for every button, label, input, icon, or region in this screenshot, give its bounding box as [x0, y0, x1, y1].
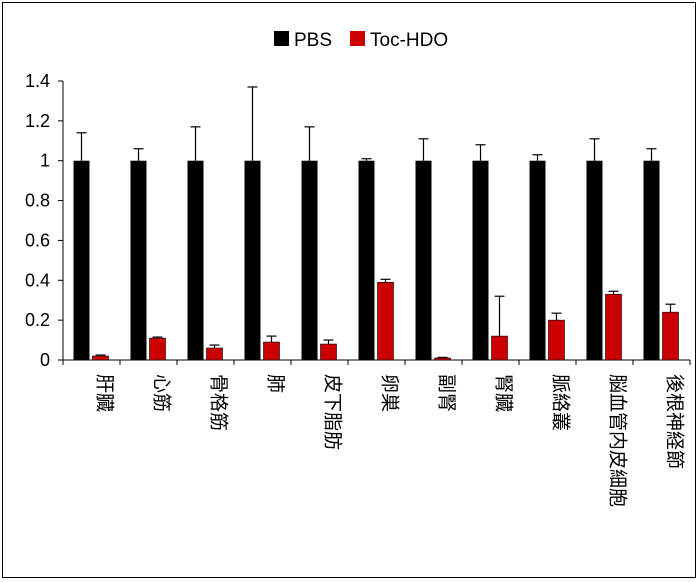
bar-toc-hdo	[377, 281, 394, 361]
y-tick-label: 1.2	[25, 111, 50, 131]
bar-pbs	[301, 160, 318, 360]
legend-label-pbs: PBS	[294, 30, 332, 51]
bar-pbs	[358, 160, 375, 360]
category-label: 卵巣	[379, 374, 401, 412]
bar-pbs	[415, 160, 432, 360]
bar-pbs	[187, 160, 204, 360]
bar-toc-hdo	[92, 355, 109, 361]
y-tick-label: 1.4	[25, 71, 50, 91]
bar-pbs	[643, 160, 660, 360]
category-label: 骨格筋	[208, 374, 230, 431]
category-label: 副腎	[436, 374, 458, 412]
category-label: 肝臓	[94, 374, 116, 412]
y-tick-label: 0.6	[25, 230, 50, 250]
bar-pbs	[244, 160, 261, 360]
category-label: 皮下脂肪	[322, 374, 344, 450]
bar-toc-hdo	[434, 357, 451, 361]
y-tick-label: 0	[40, 350, 50, 370]
legend: PBS Toc-HDO	[274, 30, 448, 51]
category-label: 脈絡叢	[550, 374, 572, 431]
bar-toc-hdo	[149, 337, 166, 361]
category-labels: 肝臓 心筋 骨格筋 肺 皮下脂肪 卵巣 副腎 腎臓 脈絡叢 脳血管内皮細胞 後根神経節	[94, 374, 686, 507]
y-tick-label: 1	[40, 151, 50, 171]
category-label: 脳血管内皮細胞	[607, 374, 629, 507]
bar-toc-hdo	[320, 343, 337, 361]
bar-toc-hdo	[491, 335, 508, 361]
bar-pbs	[130, 160, 147, 360]
bar-toc-hdo	[206, 347, 223, 361]
y-axis: 0 0.2 0.4 0.6 0.8 1 1.2 1.4	[25, 71, 64, 370]
category-label: 後根神経節	[664, 374, 686, 469]
bar-pbs	[529, 160, 546, 360]
category-label: 腎臓	[493, 374, 515, 412]
legend-label-toc-hdo: Toc-HDO	[370, 30, 448, 51]
bars	[73, 86, 679, 361]
legend-swatch-toc-hdo	[350, 31, 365, 46]
bar-pbs	[73, 160, 90, 360]
bar-pbs	[472, 160, 489, 360]
bar-toc-hdo	[605, 293, 622, 361]
bar-toc-hdo	[263, 341, 280, 361]
bar-toc-hdo	[548, 319, 565, 361]
bar-pbs	[586, 160, 603, 360]
y-tick-label: 0.8	[25, 191, 50, 211]
bar-toc-hdo	[662, 311, 679, 361]
y-tick-label: 0.4	[25, 270, 50, 290]
category-label: 心筋	[151, 374, 173, 412]
category-label: 肺	[265, 374, 287, 393]
legend-swatch-pbs	[274, 31, 289, 46]
x-axis	[62, 359, 691, 365]
y-tick-label: 0.2	[25, 310, 50, 330]
